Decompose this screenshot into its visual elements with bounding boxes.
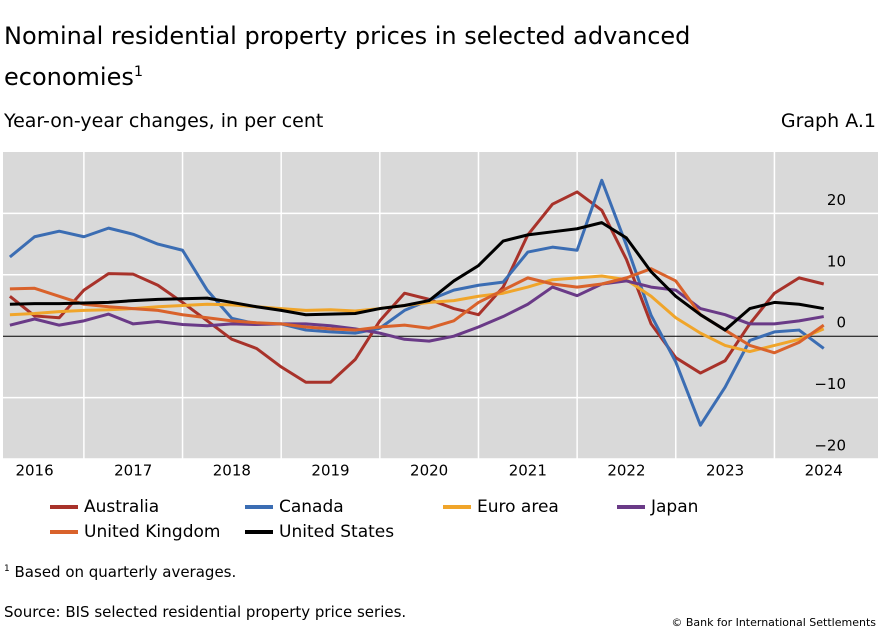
legend-label: Canada bbox=[279, 497, 344, 517]
series-line bbox=[9, 267, 825, 355]
series-line bbox=[9, 221, 825, 332]
y-tick-label: 10 bbox=[827, 252, 846, 270]
legend-label: Euro area bbox=[477, 497, 559, 517]
y-tick-label: −20 bbox=[814, 437, 846, 455]
title-note: 1 bbox=[133, 64, 144, 80]
y-tick-label: −10 bbox=[814, 375, 846, 393]
chart-title: Nominal residential property prices in s… bbox=[4, 22, 691, 91]
x-tick-label: 2019 bbox=[311, 462, 349, 480]
legend-label: Australia bbox=[84, 497, 159, 517]
x-tick-label: 2017 bbox=[114, 462, 152, 480]
plot-area bbox=[3, 152, 878, 459]
legend-label: Japan bbox=[650, 497, 698, 517]
source: Source: BIS selected residential propert… bbox=[4, 603, 407, 621]
y-tick-label: 20 bbox=[827, 191, 846, 209]
footnote-mark: 1 bbox=[4, 564, 10, 574]
x-tick-label: 2022 bbox=[607, 462, 645, 480]
legend-label: United Kingdom bbox=[84, 522, 220, 542]
copyright: © Bank for International Settlements bbox=[671, 616, 876, 629]
x-tick-label: 2018 bbox=[213, 462, 251, 480]
x-tick-label: 2016 bbox=[15, 462, 53, 480]
x-tick-label: 2021 bbox=[509, 462, 547, 480]
x-tick-label: 2020 bbox=[410, 462, 448, 480]
graph-label: Graph A.1 bbox=[780, 110, 876, 132]
y-tick-label: 0 bbox=[836, 314, 846, 332]
series-line bbox=[8, 190, 825, 384]
x-tick-label: 2023 bbox=[706, 462, 744, 480]
legend-label: United States bbox=[279, 522, 394, 542]
footnote: 1 Based on quarterly averages. bbox=[4, 563, 237, 581]
x-tick-label: 2024 bbox=[805, 462, 843, 480]
subtitle: Year-on-year changes, in per cent bbox=[4, 110, 324, 132]
